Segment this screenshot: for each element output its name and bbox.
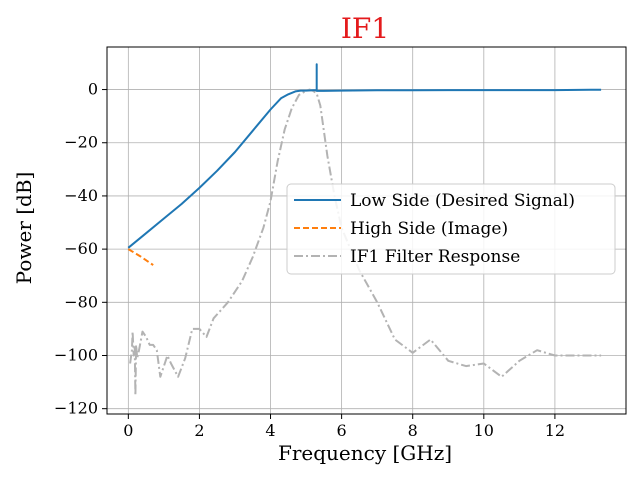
chart-title: IF1	[341, 12, 389, 45]
legend-label-high-side: High Side (Image)	[350, 219, 508, 239]
legend-label-low-side: Low Side (Desired Signal)	[350, 191, 575, 211]
plot-frame	[106, 46, 627, 415]
y-tick-label: −100	[54, 345, 98, 364]
x-tick-label: 6	[337, 421, 347, 440]
legend: Low Side (Desired Signal) High Side (Ima…	[286, 183, 616, 275]
y-tick-label: −60	[64, 239, 98, 258]
x-tick-label: 8	[408, 421, 418, 440]
legend-label-filter-response: IF1 Filter Response	[350, 247, 520, 267]
x-tick-label: 4	[265, 421, 275, 440]
x-tick-label: 0	[123, 421, 133, 440]
series-line-if1-filter-response	[129, 88, 602, 397]
x-tick-label: 2	[194, 421, 204, 440]
y-tick-label: −80	[64, 292, 98, 311]
y-tick-label: −40	[64, 186, 98, 205]
y-tick-label: −20	[64, 133, 98, 152]
x-tick-label: 10	[474, 421, 494, 440]
plot-series	[127, 63, 602, 397]
series-line-high-side-image	[127, 248, 154, 266]
x-axis-label: Frequency [GHz]	[278, 441, 452, 465]
x-tick-label: 12	[545, 421, 565, 440]
y-tick-label: −120	[54, 399, 98, 418]
y-axis-label: Power [dB]	[12, 172, 36, 285]
series-line-low-side-desired-signal	[127, 63, 602, 249]
legend-box	[286, 183, 616, 275]
ticks: 0 2 4 6 8 10 12 0 −20 −40 −60 −80 −100 −120	[54, 80, 565, 440]
y-tick-label: 0	[88, 80, 98, 99]
